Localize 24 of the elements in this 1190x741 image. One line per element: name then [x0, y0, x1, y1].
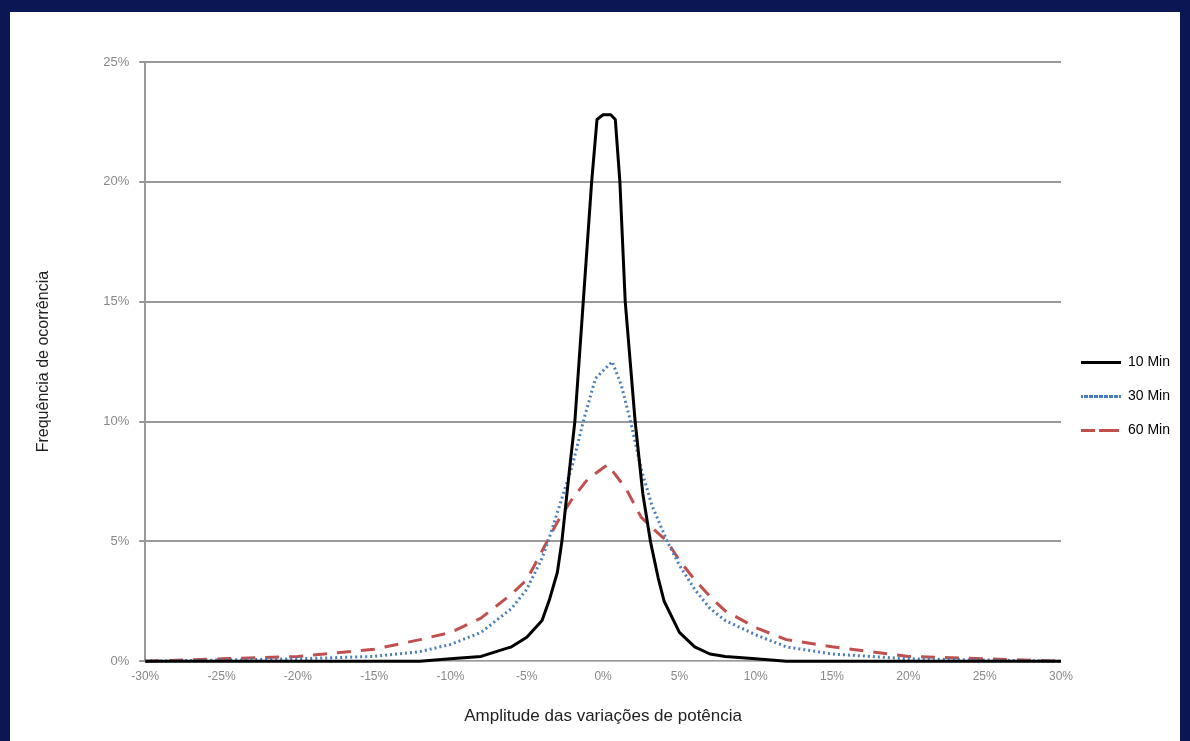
x-tick-label: 5%	[670, 668, 689, 683]
x-tick-label: 20%	[896, 668, 921, 683]
y-tick-label: 10%	[103, 413, 130, 429]
y-tick-label: 15%	[103, 293, 130, 309]
x-tick-label: -10%	[436, 668, 465, 683]
y-tick-label: 5%	[110, 532, 130, 548]
legend-label: 60 Min	[1127, 421, 1171, 438]
x-axis-title: Amplitude das variações de potência	[464, 706, 743, 726]
x-tick-label: -20%	[283, 668, 313, 683]
x-tick-label: -25%	[207, 668, 236, 683]
y-tick-label: 25%	[103, 53, 130, 69]
y-tick-label: 0%	[110, 652, 130, 668]
x-tick-label: 25%	[972, 668, 997, 683]
x-tick-label: 30%	[1048, 668, 1074, 683]
x-tick-label: -30%	[131, 668, 160, 683]
y-axis-title: Frequência de ocorrência	[34, 270, 52, 453]
x-tick-label: -15%	[360, 668, 389, 683]
x-tick-label: -5%	[516, 668, 538, 683]
legend-label: 10 Min	[1127, 353, 1171, 370]
legend-label: 30 Min	[1127, 387, 1171, 404]
x-tick-label: 10%	[743, 668, 769, 683]
x-tick-label: 15%	[820, 668, 845, 683]
y-tick-label: 20%	[103, 173, 130, 189]
x-tick-label: 0%	[594, 668, 613, 683]
